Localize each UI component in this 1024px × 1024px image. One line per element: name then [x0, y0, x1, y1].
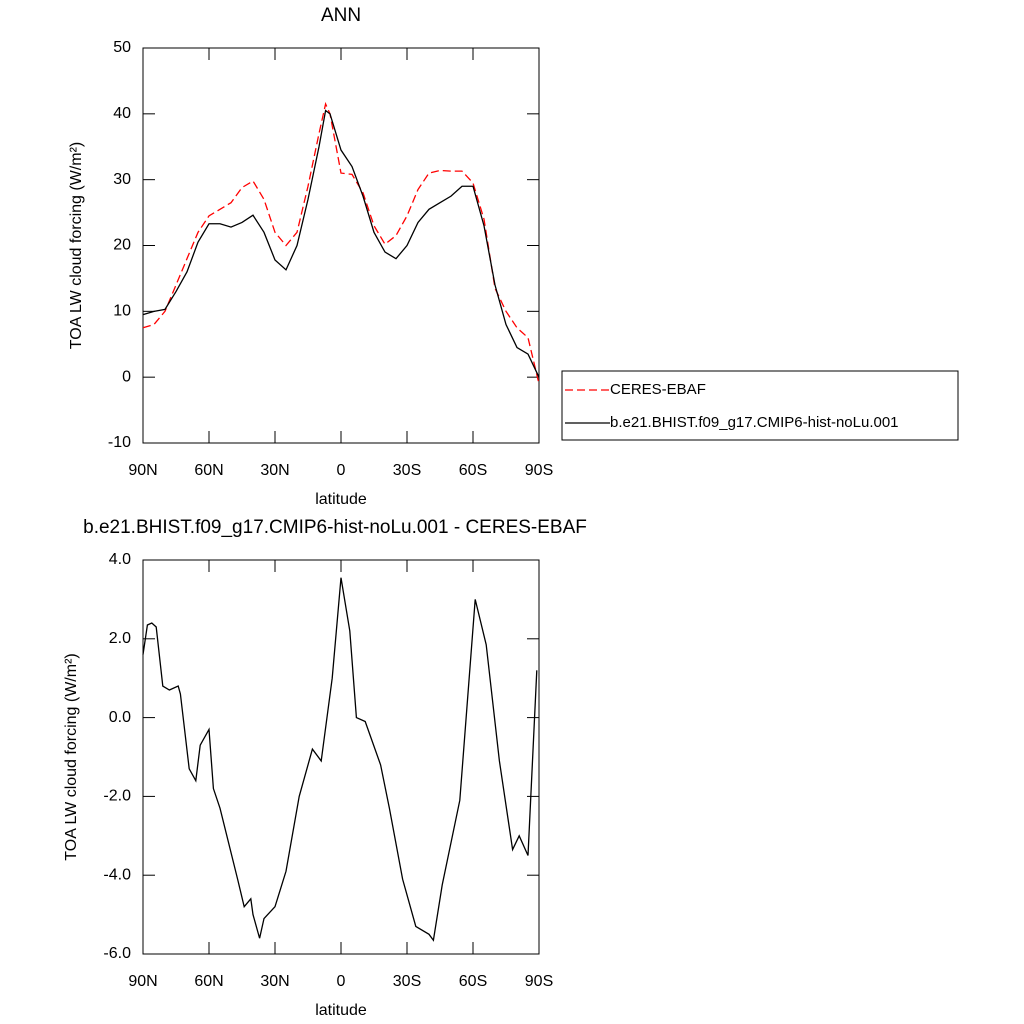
x-tick-label: 90N	[128, 462, 157, 479]
plot-frame	[142, 47, 540, 444]
x-tick-label: 60N	[194, 973, 223, 990]
x-tick-label: 60N	[194, 462, 223, 479]
x-tick-label: 60S	[459, 973, 487, 990]
y-tick-label: 40	[113, 105, 131, 122]
y-axis-label: TOA LW cloud forcing (W/m²)	[68, 142, 85, 349]
x-tick-label: 30N	[260, 973, 289, 990]
legend-label: CERES-EBAF	[610, 381, 706, 398]
chart-title: ANN	[321, 5, 361, 26]
data-line	[142, 101, 540, 384]
x-tick-label: 0	[337, 462, 346, 479]
y-tick-label: 30	[113, 171, 131, 188]
y-tick-label: 0.0	[109, 709, 131, 726]
x-tick-label: 60S	[459, 462, 487, 479]
x-tick-label: 90S	[525, 973, 553, 990]
x-tick-label: 30S	[393, 462, 421, 479]
x-tick-label: 30N	[260, 462, 289, 479]
y-tick-label: -4.0	[103, 866, 131, 883]
legend-label: b.e21.BHIST.f09_g17.CMIP6-hist-noLu.001	[610, 414, 899, 431]
y-tick-label: -10	[108, 434, 131, 451]
data-line	[142, 109, 540, 378]
y-tick-label: 50	[113, 39, 131, 56]
y-tick-label: 0	[122, 368, 131, 385]
x-axis-label: latitude	[315, 491, 367, 508]
y-tick-label: 2.0	[109, 630, 131, 647]
x-tick-label: 0	[337, 973, 346, 990]
x-tick-label: 30S	[393, 973, 421, 990]
x-tick-label: 90S	[525, 462, 553, 479]
y-tick-label: 10	[113, 303, 131, 320]
x-axis-label: latitude	[315, 1002, 367, 1019]
y-tick-label: -2.0	[103, 788, 131, 805]
y-tick-label: -6.0	[103, 945, 131, 962]
y-tick-label: 20	[113, 237, 131, 254]
x-tick-label: 90N	[128, 973, 157, 990]
y-tick-label: 4.0	[109, 551, 131, 568]
y-axis-label: TOA LW cloud forcing (W/m²)	[63, 653, 80, 860]
legend-box	[561, 370, 959, 441]
data-line	[142, 577, 538, 942]
chart-title: b.e21.BHIST.f09_g17.CMIP6-hist-noLu.001 …	[83, 517, 587, 538]
